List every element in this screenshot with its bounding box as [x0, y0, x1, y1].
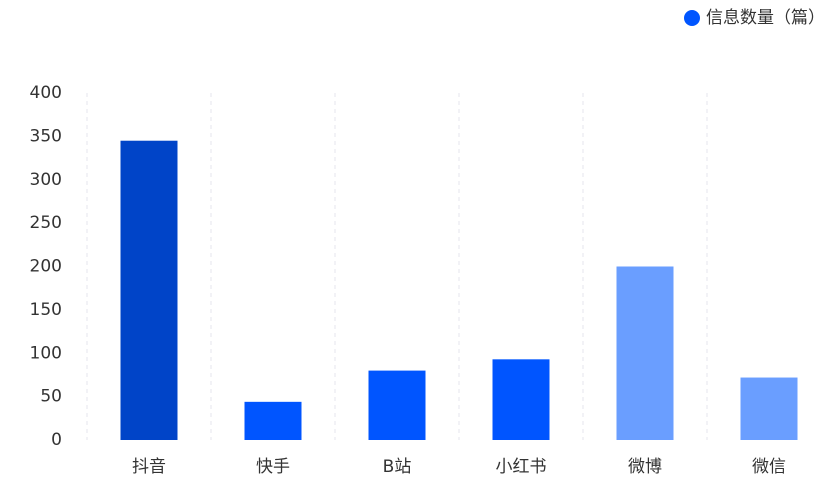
legend-label: 信息数量（篇） [706, 8, 825, 28]
y-tick-label: 400 [30, 83, 62, 103]
x-tick-label: B站 [383, 457, 412, 477]
bar [616, 266, 674, 440]
y-tick-label: 0 [51, 430, 62, 450]
y-tick-label: 250 [30, 213, 62, 233]
y-tick-label: 200 [30, 257, 62, 277]
x-tick-label: 微博 [628, 457, 662, 477]
bar [368, 370, 426, 440]
bar [740, 377, 798, 440]
legend-marker [684, 10, 700, 26]
bar [120, 140, 178, 440]
y-tick-label: 100 [30, 343, 62, 363]
x-tick-label: 抖音 [132, 457, 166, 477]
bar [244, 401, 302, 440]
y-tick-label: 50 [40, 387, 62, 407]
y-tick-label: 300 [30, 170, 62, 190]
y-tick-label: 150 [30, 300, 62, 320]
x-tick-label: 微信 [752, 457, 786, 477]
bar [492, 359, 550, 440]
x-tick-label: 快手 [256, 457, 290, 477]
x-tick-label: 小红书 [496, 457, 547, 477]
y-tick-label: 350 [30, 126, 62, 146]
